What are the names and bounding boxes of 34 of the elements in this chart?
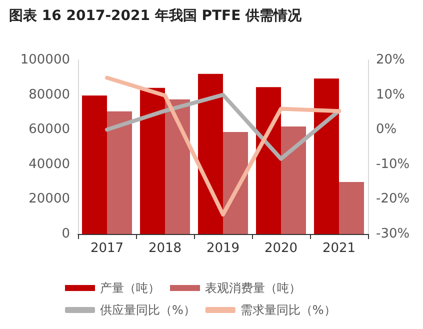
x-tick-label: 2020 <box>264 241 298 256</box>
bar <box>339 182 364 234</box>
legend-label: 供应量同比（%） <box>100 303 196 317</box>
bar <box>281 126 306 234</box>
bar <box>82 95 107 234</box>
bar <box>107 111 132 234</box>
y-tick-label: 80000 <box>28 87 70 102</box>
legend-label: 需求量同比（%） <box>240 303 336 317</box>
y-tick-label: 0 <box>62 226 70 242</box>
y-tick-label: 100000 <box>20 52 70 68</box>
line-series <box>105 76 341 217</box>
bar <box>165 99 190 234</box>
y2-tick-label: 0% <box>376 122 397 138</box>
bar <box>314 78 339 234</box>
y-tick-label: 40000 <box>28 156 70 172</box>
bar <box>256 87 281 234</box>
y2-tick-label: 10% <box>376 87 405 102</box>
y2-tick-label: -20% <box>376 192 410 207</box>
y2-tick-label: 20% <box>376 52 405 68</box>
y-tick-label: 60000 <box>28 122 70 138</box>
x-tick-label: 2021 <box>322 241 356 256</box>
y2-tick-label: -10% <box>376 156 410 172</box>
x-tick-label: 2017 <box>90 241 124 256</box>
y2-tick-label: -30% <box>376 226 410 242</box>
x-tick-label: 2019 <box>206 241 240 256</box>
chart-title: 图表 16 2017-2021 年我国 PTFE 供需情况 <box>9 8 303 24</box>
line-series <box>105 92 341 161</box>
x-tick-label: 2018 <box>148 241 182 256</box>
y-tick-label: 20000 <box>28 192 70 207</box>
bar <box>198 74 223 234</box>
bar <box>140 88 165 234</box>
bar <box>223 132 248 234</box>
legend-label: 表观消费量（吨） <box>205 281 301 295</box>
legend-label: 产量（吨） <box>100 281 160 295</box>
